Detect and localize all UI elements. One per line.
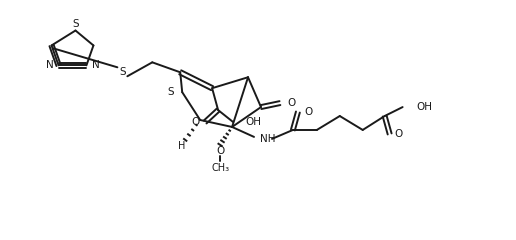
Text: S: S	[168, 87, 174, 97]
Text: O: O	[191, 117, 199, 127]
Text: O: O	[287, 98, 295, 108]
Text: H: H	[178, 141, 185, 151]
Text: CH₃: CH₃	[211, 163, 229, 173]
Text: O: O	[395, 129, 403, 139]
Text: N: N	[46, 60, 54, 70]
Text: O: O	[216, 146, 224, 156]
Text: OH: OH	[416, 102, 432, 112]
Text: N: N	[91, 60, 99, 70]
Text: OH: OH	[245, 117, 261, 127]
Text: O: O	[304, 107, 312, 117]
Text: NH: NH	[260, 134, 276, 144]
Text: S: S	[72, 18, 79, 29]
Text: S: S	[119, 67, 126, 77]
